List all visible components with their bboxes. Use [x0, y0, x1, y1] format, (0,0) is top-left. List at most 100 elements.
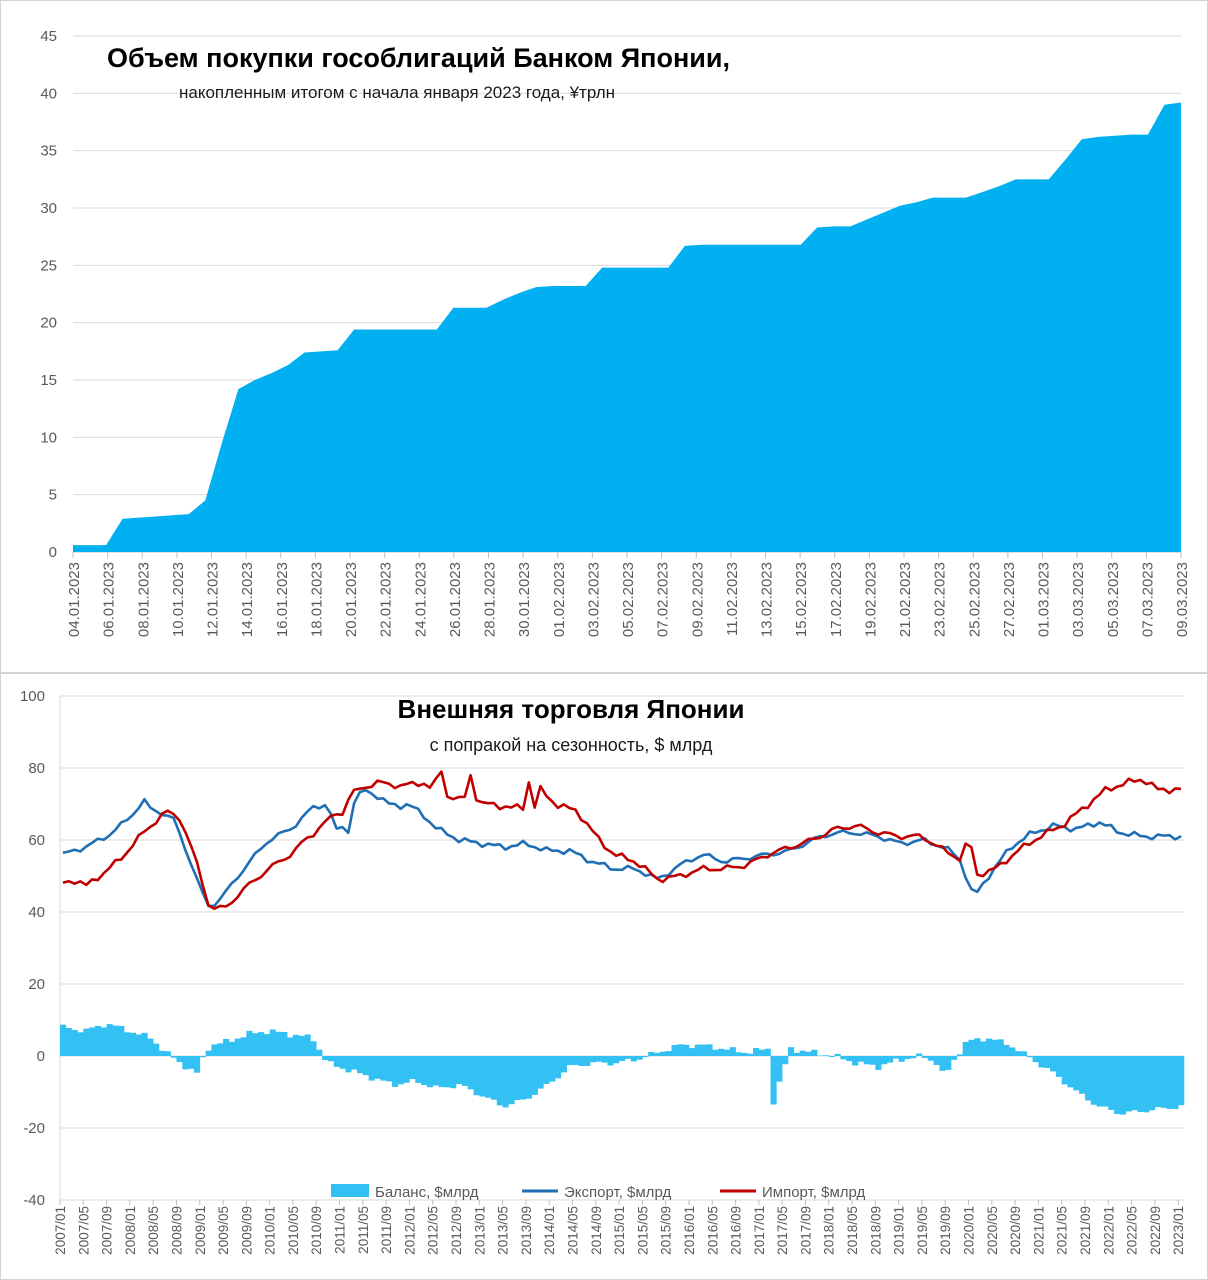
gridlines — [59, 695, 1184, 1201]
balance-bar — [1131, 1056, 1138, 1111]
balance-bar — [362, 1056, 369, 1076]
x-tick-label: 04.01.2023 — [66, 562, 83, 637]
balance-bar — [77, 1032, 84, 1056]
balance-bar — [1050, 1056, 1057, 1072]
x-tick-label: 12.01.2023 — [205, 562, 222, 637]
balance-bar — [822, 1055, 830, 1056]
y-tick-label: 40 — [40, 85, 57, 102]
balance-bar — [205, 1050, 212, 1056]
x-tick-label: 2008/05 — [146, 1206, 161, 1255]
balance-bar — [805, 1051, 812, 1056]
x-tick-label: 10.01.2023 — [170, 562, 187, 637]
balance-bar — [601, 1056, 608, 1063]
balance-bar — [584, 1056, 591, 1066]
x-tick-label: 2011/01 — [333, 1206, 348, 1254]
balance-bar — [770, 1056, 777, 1105]
balance-bar — [1125, 1056, 1132, 1112]
balance-bar — [927, 1056, 934, 1061]
x-tick-label: 2022/05 — [1125, 1206, 1140, 1255]
balance-bar — [211, 1044, 218, 1056]
balance-bar — [1073, 1056, 1080, 1091]
balance-bar — [147, 1038, 154, 1056]
balance-bar — [741, 1052, 748, 1056]
x-tick-label: 27.02.2023 — [1001, 562, 1018, 637]
balance-bar — [985, 1038, 993, 1056]
balance-bar — [654, 1052, 661, 1056]
balance-bar — [1090, 1056, 1097, 1105]
balance-bar — [485, 1056, 492, 1098]
balance-bar — [578, 1056, 585, 1066]
balance-bar — [607, 1056, 614, 1066]
balance-bar — [153, 1043, 160, 1056]
x-tick-label: 2009/05 — [216, 1206, 231, 1255]
balance-bar — [566, 1056, 573, 1066]
x-tick-label: 2013/05 — [496, 1206, 511, 1255]
balance-bar — [630, 1056, 637, 1062]
balance-bar — [496, 1056, 503, 1106]
balance-bar — [753, 1048, 760, 1056]
chart-title: Внешняя торговля Японии — [398, 694, 745, 724]
balance-bar — [188, 1056, 195, 1069]
export-line — [62, 788, 1182, 908]
area-series — [73, 102, 1181, 552]
x-tick-label: 2018/09 — [868, 1206, 883, 1255]
balance-bar — [269, 1029, 276, 1056]
x-tick-label: 2020/09 — [1008, 1206, 1023, 1255]
balance-bar — [776, 1056, 783, 1082]
balance-bar — [380, 1056, 387, 1081]
x-tick-label: 2019/09 — [938, 1206, 953, 1255]
balance-bar — [129, 1032, 137, 1056]
x-tick-label: 2018/05 — [845, 1206, 860, 1255]
balance-bar — [124, 1032, 131, 1056]
balance-bar — [828, 1056, 835, 1058]
x-tick-label: 28.01.2023 — [482, 562, 499, 637]
x-tick-label: 2019/05 — [915, 1206, 930, 1255]
balance-bar — [659, 1051, 666, 1056]
balance-bar — [228, 1041, 236, 1056]
x-tick-label: 2011/05 — [356, 1206, 371, 1254]
x-tick-label: 2012/01 — [402, 1206, 417, 1255]
balance-bar — [456, 1056, 463, 1084]
y-tick-label: 30 — [40, 200, 57, 217]
balance-bar — [112, 1025, 119, 1056]
balance-bar — [560, 1056, 567, 1073]
balance-bar — [240, 1037, 247, 1056]
balance-bar — [793, 1052, 800, 1056]
import-line — [62, 770, 1182, 910]
x-tick-label: 2022/09 — [1148, 1206, 1163, 1255]
x-tick-label: 2007/01 — [53, 1206, 68, 1255]
balance-bar — [840, 1056, 847, 1060]
x-tick-label: 06.01.2023 — [101, 562, 118, 637]
x-tick-label: 19.02.2023 — [862, 562, 879, 637]
balance-bar — [386, 1056, 393, 1082]
balance-bar — [281, 1031, 288, 1056]
balance-bar — [1067, 1056, 1074, 1088]
balance-bar — [933, 1056, 940, 1065]
balance-bar — [357, 1056, 364, 1074]
balance-bar — [182, 1056, 189, 1070]
balance-bar — [665, 1051, 672, 1056]
balance-bar — [1102, 1056, 1109, 1107]
x-tick-label: 2010/09 — [309, 1206, 324, 1255]
x-tick-label: 09.02.2023 — [689, 562, 706, 637]
balance-bar — [65, 1027, 72, 1056]
balance-bar — [118, 1025, 125, 1056]
chart-title: Объем покупки гособлигаций Банком Японии… — [107, 43, 730, 73]
balance-bar — [916, 1053, 923, 1056]
balance-bar — [502, 1056, 509, 1108]
balance-bar — [333, 1056, 340, 1067]
x-tick-label: 2017/09 — [798, 1206, 813, 1255]
y-tick-label: 35 — [40, 143, 57, 160]
x-tick-label: 2021/09 — [1078, 1206, 1093, 1255]
balance-bar — [490, 1056, 498, 1100]
balance-bar — [1154, 1056, 1161, 1108]
balance-bar — [159, 1050, 166, 1056]
balance-bar — [531, 1056, 538, 1095]
legend-label-balance: Баланс, $млрд — [375, 1184, 479, 1201]
x-tick-label: 2016/09 — [729, 1206, 744, 1255]
balance-bar — [537, 1056, 544, 1089]
x-tick-label: 2013/09 — [519, 1206, 534, 1255]
y-axis-ticks: -40 -20 0 20 40 60 80 100 — [20, 688, 45, 1209]
x-tick-label: 13.02.2023 — [759, 562, 776, 637]
